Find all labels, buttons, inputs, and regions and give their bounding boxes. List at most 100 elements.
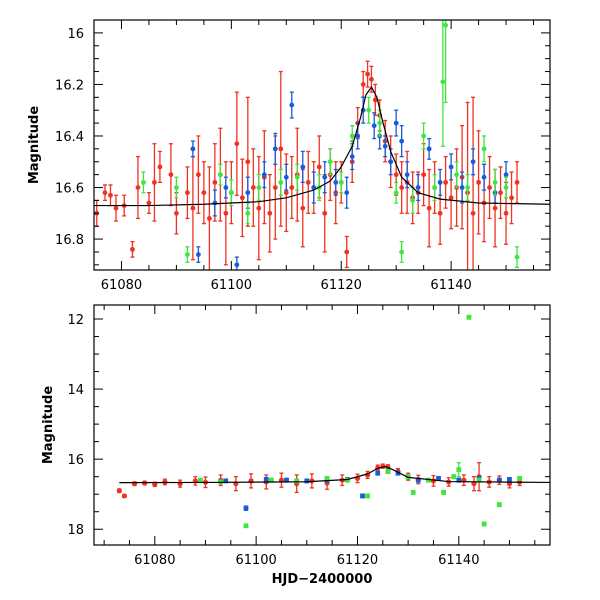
top-red-point <box>289 185 295 190</box>
top-red-point <box>184 190 190 196</box>
top-blue-point <box>322 174 328 180</box>
top-red-point <box>470 210 476 216</box>
bottom-blue-point <box>395 470 401 476</box>
bottom-panel: 61080 61100 61120 61140 12 14 16 18 Magnitude H… <box>41 304 551 587</box>
top-blue-point <box>344 190 350 196</box>
top-blue-point <box>415 185 421 190</box>
bottom-red-point <box>116 488 122 494</box>
top-blue-point <box>195 252 201 257</box>
top-red-point <box>157 164 163 170</box>
top-blue-point <box>245 190 251 196</box>
top-green-point <box>393 190 399 196</box>
bottom-blue-point <box>223 478 229 484</box>
top-blue-point <box>470 159 476 165</box>
top-blue-point <box>448 164 454 170</box>
top-red-point <box>267 210 273 216</box>
top-red-point <box>195 172 201 178</box>
top-red-point <box>190 205 196 211</box>
bottom-green-point <box>385 469 391 474</box>
top-blue-point <box>371 123 377 129</box>
bottom-blue-point <box>456 477 462 483</box>
top-y-tick-label: 16.6 <box>55 182 84 197</box>
top-axis-ticks: 61080 61100 61120 61140 16 16.2 16.4 16.6 16.8 <box>55 20 550 293</box>
bottom-red-point <box>430 478 437 484</box>
bottom-green-point <box>405 474 411 480</box>
bottom-red-point <box>177 481 183 487</box>
bottom-y-axis-label: Magnitude <box>41 386 56 465</box>
top-red-point <box>152 179 157 185</box>
bottom-blue-point <box>507 477 512 482</box>
bottom-green-point <box>198 477 203 483</box>
top-blue-point <box>311 185 317 190</box>
bottom-blue-point <box>243 505 249 511</box>
top-y-tick-label: 16.2 <box>55 78 84 93</box>
top-blue-point <box>190 146 196 152</box>
top-blue-point <box>393 120 399 126</box>
top-red-point <box>426 205 432 211</box>
bottom-axis-ticks: 61080 61100 61120 61140 12 14 16 18 <box>67 305 550 568</box>
bottom-green-point <box>476 477 482 483</box>
top-red-point <box>492 205 498 211</box>
top-red-point <box>174 210 179 216</box>
bottom-x-tick-label: 61100 <box>235 553 276 568</box>
top-blue-point <box>261 172 267 178</box>
top-blue-point <box>289 102 295 108</box>
top-red-point <box>503 210 509 216</box>
bottom-y-tick-label: 16 <box>67 453 84 468</box>
bottom-y-tick-label: 14 <box>67 383 84 398</box>
top-red-point <box>487 185 492 190</box>
top-plot-frame <box>93 19 551 271</box>
top-blue-point <box>481 174 487 180</box>
bottom-green-point <box>268 477 274 483</box>
bottom-green-point <box>456 467 462 473</box>
top-blue-point <box>355 133 361 139</box>
top-green-point <box>294 174 300 180</box>
top-red-point <box>514 179 520 185</box>
top-red-point <box>316 164 322 170</box>
top-green-point <box>349 133 355 139</box>
top-plot-area <box>94 20 550 270</box>
bottom-plot-frame <box>93 304 551 546</box>
bottom-blue-point <box>496 477 502 483</box>
top-red-point <box>250 185 256 190</box>
bottom-x-axis-label: HJD−2400000 <box>272 572 373 587</box>
top-green-point <box>327 159 333 165</box>
top-red-point <box>498 190 503 196</box>
bottom-green-point <box>365 493 370 499</box>
top-panel: 61080 61100 61120 61140 16 16.2 16.4 16.6 16.8 M… <box>27 19 551 293</box>
bottom-green-point <box>451 474 457 480</box>
top-blue-point <box>388 159 394 165</box>
top-red-point <box>344 249 350 255</box>
bottom-green-point <box>410 490 416 495</box>
top-red-point <box>360 82 366 87</box>
top-red-point <box>206 216 212 221</box>
top-blue-point <box>300 164 306 170</box>
top-red-point <box>305 179 311 185</box>
top-blue-point <box>382 143 388 149</box>
bottom-red-point <box>131 481 138 487</box>
bottom-blue-point <box>263 477 269 482</box>
top-green-point <box>141 179 146 185</box>
top-green-point <box>377 120 383 126</box>
top-blue-point <box>437 179 443 185</box>
top-blue-point <box>349 154 355 159</box>
top-y-tick-label: 16.8 <box>55 233 84 248</box>
top-blue-point <box>503 172 509 178</box>
top-red-point <box>443 179 449 185</box>
bottom-y-tick-label: 18 <box>67 523 84 538</box>
top-green-point <box>503 185 509 190</box>
top-green-point <box>278 179 284 185</box>
top-green-point <box>481 146 487 152</box>
top-red-point <box>146 200 152 206</box>
top-x-tick-label: 61140 <box>430 278 471 293</box>
top-green-point <box>492 179 498 185</box>
top-red-point <box>272 185 278 190</box>
top-blue-point <box>212 200 218 206</box>
top-blue-point <box>283 174 289 180</box>
top-blue-point <box>404 172 410 178</box>
top-red-point <box>437 210 443 216</box>
top-green-point <box>228 190 234 196</box>
top-red-point <box>393 172 399 178</box>
bottom-green-point <box>466 314 472 320</box>
